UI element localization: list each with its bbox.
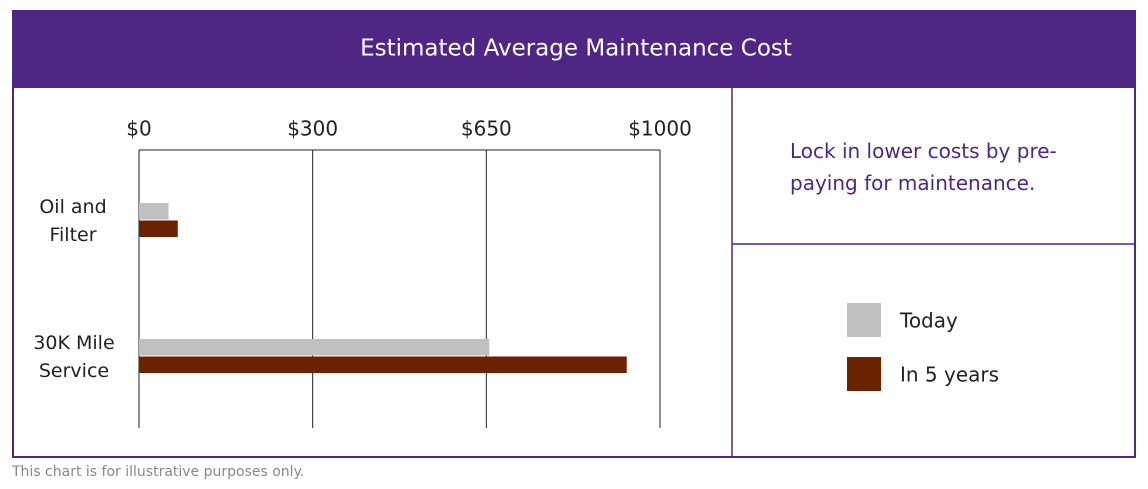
legend-label: In 5 years [900, 363, 999, 387]
bar [139, 356, 627, 373]
legend-label: Today [899, 309, 958, 333]
bar [139, 339, 490, 356]
chart-title: Estimated Average Maintenance Cost [360, 36, 792, 62]
legend-swatch [847, 357, 881, 391]
header [13, 11, 1135, 88]
footnote: This chart is for illustrative purposes … [12, 464, 305, 480]
x-tick-label: $1000 [628, 117, 692, 141]
x-tick-label: $650 [461, 117, 512, 141]
bar [139, 220, 178, 237]
x-tick-label: $300 [287, 117, 338, 141]
x-tick-label: $0 [126, 117, 151, 141]
annotation: Lock in lower costs by pre-paying for ma… [790, 139, 1057, 195]
category-label: Oil and Filter [39, 196, 107, 246]
legend-swatch [847, 303, 881, 337]
bar [139, 203, 169, 220]
category-label: 30K Mile Service [33, 332, 115, 382]
